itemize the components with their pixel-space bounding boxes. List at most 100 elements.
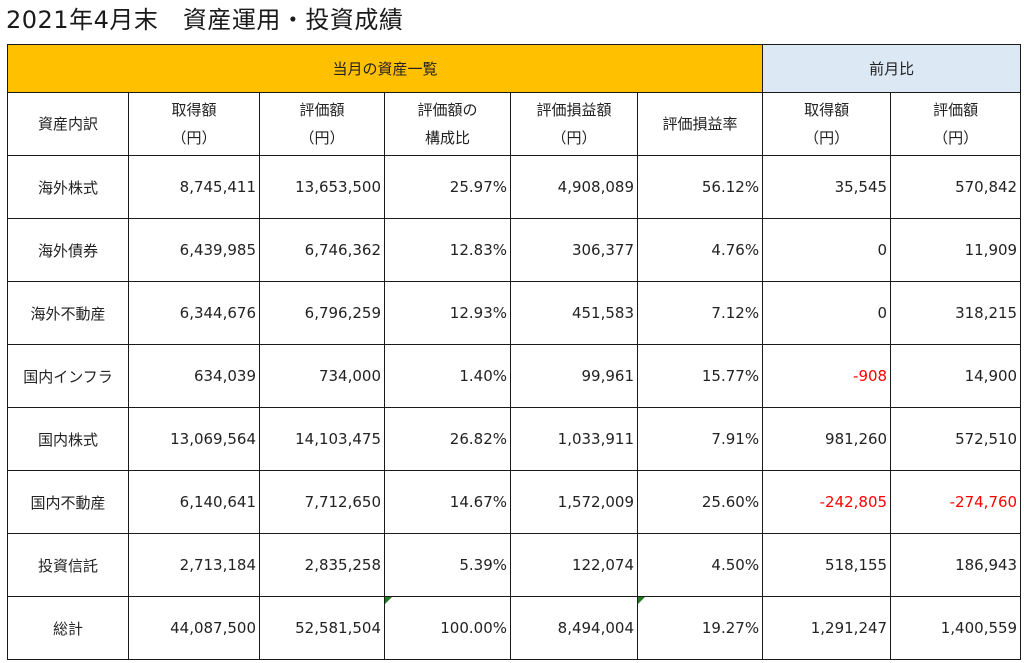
gain-cell[interactable]: 4,908,089 <box>510 155 638 219</box>
month-over-month-header[interactable]: 前月比 <box>762 44 1022 93</box>
asset-report-table: 当月の資産一覧 前月比 資産内訳 取得額 （円） 評価額 （円） 評価額の 構成比 評価損益額… <box>6 44 1022 660</box>
header-text-line: 評価損益額 <box>536 101 612 119</box>
header-text-line: 評価額 <box>933 101 979 119</box>
rate-cell[interactable]: 56.12% <box>636 155 764 219</box>
total-row: 総計 44,087,500 52,581,504 100.00% 8,494,004 19… <box>7 596 1022 660</box>
gain-cell[interactable]: 99,961 <box>510 344 638 408</box>
mom-valuation-cell[interactable]: 572,510 <box>890 407 1022 471</box>
rate-cell[interactable]: 7.12% <box>636 281 764 345</box>
row-label-cell[interactable]: 国内不動産 <box>7 470 129 534</box>
header-text-line: 評価額の <box>417 101 478 119</box>
acquisition-cell[interactable]: 13,069,564 <box>128 407 260 471</box>
row-label-cell[interactable]: 総計 <box>7 596 129 660</box>
col-header-composition-ratio[interactable]: 評価額の 構成比 <box>384 92 511 156</box>
gain-cell[interactable]: 8,494,004 <box>510 596 638 660</box>
acquisition-cell[interactable]: 8,745,411 <box>128 155 260 219</box>
ratio-cell[interactable]: 12.83% <box>384 218 511 282</box>
mom-valuation-cell[interactable]: 318,215 <box>890 281 1022 345</box>
ratio-cell[interactable]: 100.00% <box>384 596 511 660</box>
page-title: 2021年4月末 資産運用・投資成績 <box>6 6 404 34</box>
table-row: 国内不動産 6,140,641 7,712,650 14.67% 1,572,009 25… <box>7 470 1022 534</box>
header-text-line: 取得額 <box>171 101 217 119</box>
col-header-asset-type[interactable]: 資産内訳 <box>7 92 129 156</box>
header-text-line: （円） <box>804 129 850 147</box>
mom-valuation-cell[interactable]: 14,900 <box>890 344 1022 408</box>
rate-cell[interactable]: 7.91% <box>636 407 764 471</box>
valuation-cell[interactable]: 6,796,259 <box>259 281 385 345</box>
rate-cell[interactable]: 4.50% <box>636 533 764 597</box>
col-header-mom-acquisition[interactable]: 取得額 （円） <box>762 92 892 156</box>
rate-cell[interactable]: 25.60% <box>636 470 764 534</box>
header-text-line: （円） <box>551 129 597 147</box>
col-header-gain-amount[interactable]: 評価損益額 （円） <box>510 92 638 156</box>
acquisition-cell[interactable]: 2,713,184 <box>128 533 260 597</box>
current-month-header[interactable]: 当月の資産一覧 <box>6 44 764 93</box>
column-header-row: 資産内訳 取得額 （円） 評価額 （円） 評価額の 構成比 評価損益額 （円） 評価損益率 取得額 （… <box>7 92 1022 156</box>
header-text-line: 資産内訳 <box>37 115 98 133</box>
header-text-line: （円） <box>171 129 217 147</box>
col-header-valuation[interactable]: 評価額 （円） <box>259 92 385 156</box>
gain-cell[interactable]: 306,377 <box>510 218 638 282</box>
acquisition-cell[interactable]: 634,039 <box>128 344 260 408</box>
mom-valuation-cell[interactable]: 570,842 <box>890 155 1022 219</box>
row-label-cell[interactable]: 投資信託 <box>7 533 129 597</box>
ratio-cell[interactable]: 25.97% <box>384 155 511 219</box>
gain-cell[interactable]: 451,583 <box>510 281 638 345</box>
table-row: 国内インフラ 634,039 734,000 1.40% 99,961 15.77% -90… <box>7 344 1022 408</box>
mom-valuation-cell[interactable]: 11,909 <box>890 218 1022 282</box>
gain-cell[interactable]: 1,572,009 <box>510 470 638 534</box>
table-row: 投資信託 2,713,184 2,835,258 5.39% 122,074 4.50% 5… <box>7 533 1022 597</box>
mom-valuation-cell[interactable]: 186,943 <box>890 533 1022 597</box>
valuation-cell[interactable]: 13,653,500 <box>259 155 385 219</box>
table-body: 海外株式 8,745,411 13,653,500 25.97% 4,908,089 56… <box>7 155 1022 660</box>
col-header-gain-rate[interactable]: 評価損益率 <box>636 92 764 156</box>
table-row: 国内株式 13,069,564 14,103,475 26.82% 1,033,911 7… <box>7 407 1022 471</box>
mom-acquisition-cell[interactable]: 35,545 <box>762 155 892 219</box>
valuation-cell[interactable]: 52,581,504 <box>259 596 385 660</box>
row-label-cell[interactable]: 海外債券 <box>7 218 129 282</box>
mom-acquisition-cell[interactable]: -242,805 <box>762 470 892 534</box>
group-header-row: 当月の資産一覧 前月比 <box>6 44 1022 93</box>
acquisition-cell[interactable]: 6,344,676 <box>128 281 260 345</box>
table-row: 海外不動産 6,344,676 6,796,259 12.93% 451,583 7.12… <box>7 281 1022 345</box>
row-label-cell[interactable]: 海外不動産 <box>7 281 129 345</box>
mom-acquisition-cell[interactable]: 1,291,247 <box>762 596 892 660</box>
col-header-acquisition[interactable]: 取得額 （円） <box>128 92 260 156</box>
mom-acquisition-cell[interactable]: 0 <box>762 218 892 282</box>
valuation-cell[interactable]: 7,712,650 <box>259 470 385 534</box>
ratio-cell[interactable]: 1.40% <box>384 344 511 408</box>
acquisition-cell[interactable]: 6,439,985 <box>128 218 260 282</box>
mom-acquisition-cell[interactable]: 518,155 <box>762 533 892 597</box>
valuation-cell[interactable]: 734,000 <box>259 344 385 408</box>
table-row: 海外株式 8,745,411 13,653,500 25.97% 4,908,089 56… <box>7 155 1022 219</box>
acquisition-cell[interactable]: 44,087,500 <box>128 596 260 660</box>
mom-acquisition-cell[interactable]: 981,260 <box>762 407 892 471</box>
mom-valuation-cell[interactable]: 1,400,559 <box>890 596 1022 660</box>
acquisition-cell[interactable]: 6,140,641 <box>128 470 260 534</box>
rate-cell[interactable]: 4.76% <box>636 218 764 282</box>
ratio-cell[interactable]: 12.93% <box>384 281 511 345</box>
table-row: 海外債券 6,439,985 6,746,362 12.83% 306,377 4.76%… <box>7 218 1022 282</box>
gain-cell[interactable]: 122,074 <box>510 533 638 597</box>
ratio-cell[interactable]: 26.82% <box>384 407 511 471</box>
valuation-cell[interactable]: 2,835,258 <box>259 533 385 597</box>
rate-cell[interactable]: 19.27% <box>636 596 764 660</box>
row-label-cell[interactable]: 海外株式 <box>7 155 129 219</box>
mom-acquisition-cell[interactable]: -908 <box>762 344 892 408</box>
header-text-line: （円） <box>299 129 345 147</box>
valuation-cell[interactable]: 14,103,475 <box>259 407 385 471</box>
header-text-line: 構成比 <box>424 129 470 147</box>
mom-acquisition-cell[interactable]: 0 <box>762 281 892 345</box>
row-label-cell[interactable]: 国内株式 <box>7 407 129 471</box>
gain-cell[interactable]: 1,033,911 <box>510 407 638 471</box>
row-label-cell[interactable]: 国内インフラ <box>7 344 129 408</box>
valuation-cell[interactable]: 6,746,362 <box>259 218 385 282</box>
ratio-cell[interactable]: 5.39% <box>384 533 511 597</box>
rate-cell[interactable]: 15.77% <box>636 344 764 408</box>
header-text-line: 評価損益率 <box>662 115 738 133</box>
ratio-cell[interactable]: 14.67% <box>384 470 511 534</box>
header-text-line: （円） <box>933 129 979 147</box>
header-text-line: 取得額 <box>804 101 850 119</box>
mom-valuation-cell[interactable]: -274,760 <box>890 470 1022 534</box>
col-header-mom-valuation[interactable]: 評価額 （円） <box>890 92 1022 156</box>
